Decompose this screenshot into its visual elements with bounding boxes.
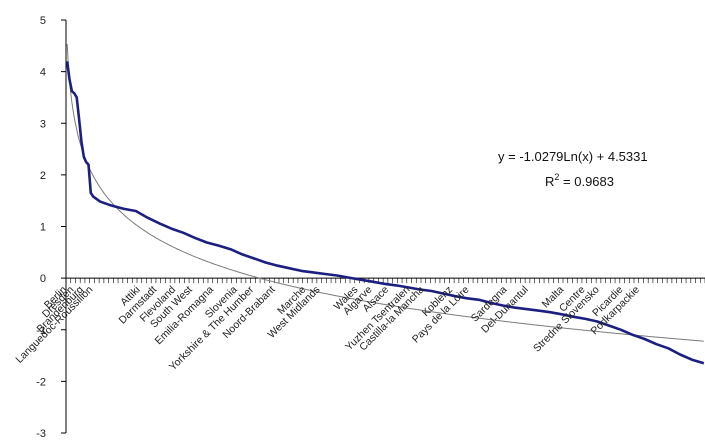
y-tick-label: 4 (40, 67, 46, 79)
trendline (66, 44, 704, 342)
y-tick-label: -3 (36, 428, 46, 440)
y-tick-label: 0 (40, 273, 46, 285)
y-tick-label: 2 (40, 170, 46, 182)
category-labels: BerlinDresdenBrandenburgLanguedoc-Roussi… (13, 283, 642, 373)
y-tick-label: 5 (40, 15, 46, 27)
r-squared-superscript: 2 (554, 172, 559, 182)
y-tick-label: 3 (40, 118, 46, 130)
trendline-equation: y = -1.0279Ln(x) + 4.5331 (498, 149, 648, 164)
plot-area (65, 44, 705, 365)
r-squared-label: R2 = 0.9683 (545, 172, 614, 189)
y-tick-label: -1 (36, 325, 46, 337)
x-axis-ticks (65, 278, 705, 284)
data-line (65, 61, 705, 365)
r-squared-value: = 0.9683 (559, 174, 614, 189)
r-squared-base: R (545, 174, 554, 189)
y-axis: -3 -2 -1 0 1 2 3 4 5 (36, 15, 67, 440)
y-tick-label: -2 (36, 376, 46, 388)
y-tick-label: 1 (40, 222, 46, 234)
